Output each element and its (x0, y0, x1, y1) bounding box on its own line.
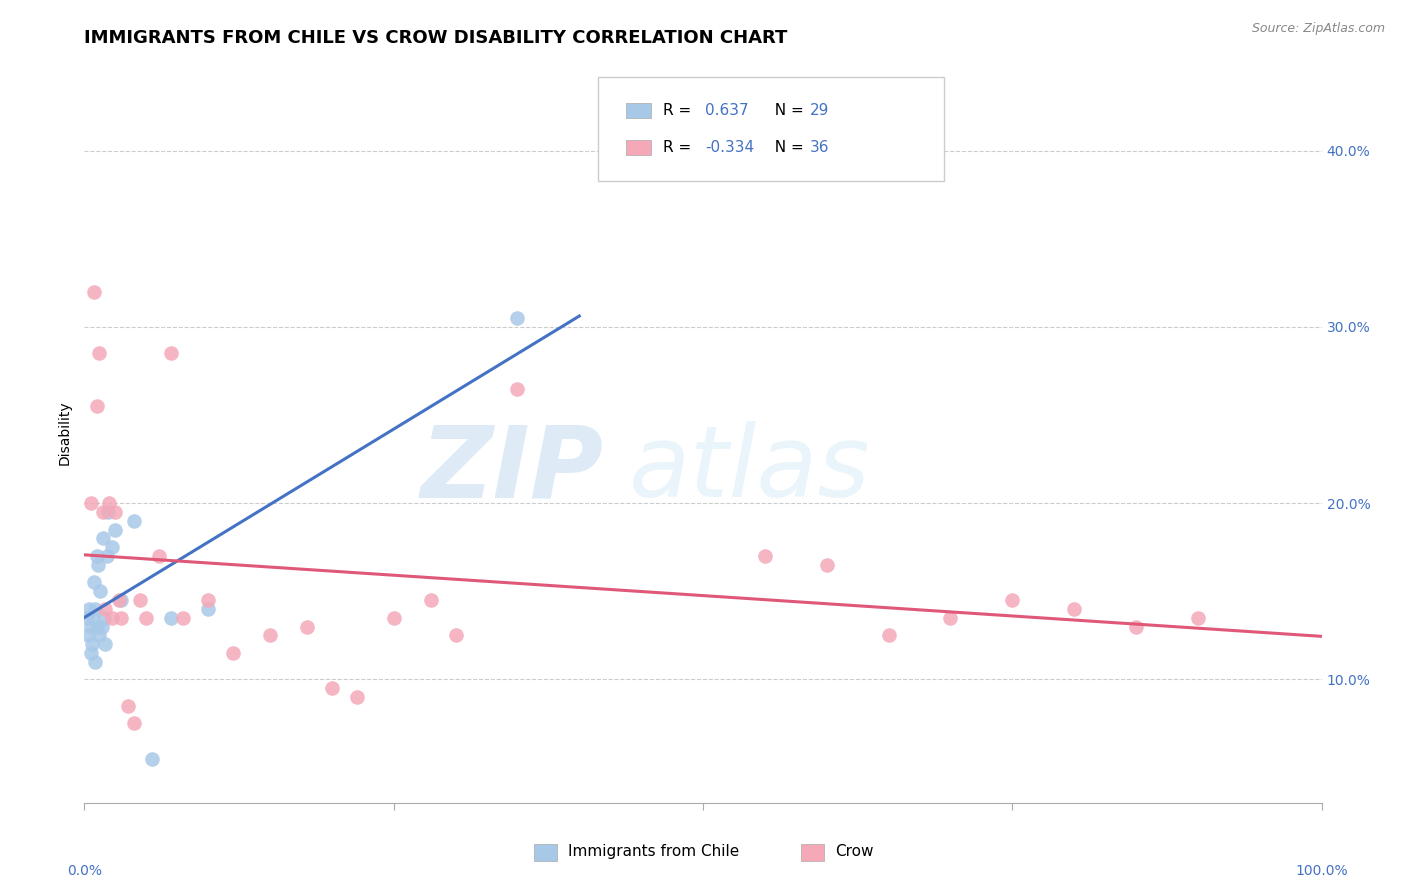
Point (506, 311, 529, 326)
Point (80, 637, 103, 651)
Point (97, 505, 120, 519)
FancyBboxPatch shape (626, 140, 651, 155)
Text: atlas: atlas (628, 421, 870, 518)
Point (160, 346, 183, 360)
Point (1187, 611, 1209, 625)
Point (94, 602, 117, 616)
Point (444, 628, 467, 642)
Point (104, 523, 127, 537)
Point (122, 514, 145, 528)
Point (877, 628, 900, 642)
Point (84, 602, 107, 616)
Point (295, 619, 318, 633)
Text: IMMIGRANTS FROM CHILE VS CROW DISABILITY CORRELATION CHART: IMMIGRANTS FROM CHILE VS CROW DISABILITY… (84, 29, 787, 47)
Point (104, 505, 127, 519)
Point (93, 611, 115, 625)
Point (110, 593, 132, 607)
Point (91, 532, 114, 546)
Point (91, 505, 114, 519)
Point (148, 549, 170, 563)
Text: 100.0%: 100.0% (1295, 864, 1348, 879)
Point (506, 382, 529, 396)
Y-axis label: Disability: Disability (58, 401, 72, 465)
Text: N =: N = (765, 103, 808, 118)
Point (79, 602, 101, 616)
Text: 0.0%: 0.0% (67, 864, 101, 879)
Point (141, 752, 163, 766)
Point (754, 549, 776, 563)
Point (197, 602, 219, 616)
Point (89, 584, 111, 599)
Point (222, 646, 245, 660)
Point (321, 681, 343, 696)
Point (79, 496, 101, 510)
Text: -0.334: -0.334 (706, 140, 755, 155)
Point (259, 628, 281, 642)
Point (382, 611, 405, 625)
Point (76, 611, 98, 625)
Point (86, 399, 108, 413)
Text: Crow: Crow (835, 845, 873, 859)
Text: 29: 29 (810, 103, 828, 118)
Point (197, 593, 219, 607)
Point (346, 690, 368, 704)
Point (79, 646, 101, 660)
Point (89, 346, 111, 360)
Point (87, 558, 110, 572)
Point (98, 496, 121, 510)
Point (80, 619, 103, 633)
Text: Immigrants from Chile: Immigrants from Chile (568, 845, 740, 859)
Point (110, 611, 132, 625)
Point (90, 619, 112, 633)
FancyBboxPatch shape (626, 103, 651, 118)
Text: ZIP: ZIP (420, 421, 605, 518)
Point (419, 593, 441, 607)
Point (100, 611, 122, 625)
FancyBboxPatch shape (598, 78, 945, 181)
Point (172, 611, 194, 625)
Point (1125, 619, 1147, 633)
Point (83, 285, 105, 299)
Point (117, 698, 139, 713)
Point (160, 611, 183, 625)
Text: R =: R = (664, 103, 696, 118)
Point (83, 575, 105, 590)
Point (86, 549, 108, 563)
Point (1001, 593, 1024, 607)
Point (82, 611, 104, 625)
Text: R =: R = (664, 140, 696, 155)
Point (96, 549, 118, 563)
Point (939, 611, 962, 625)
Point (135, 611, 157, 625)
Point (86, 619, 108, 633)
Text: Source: ZipAtlas.com: Source: ZipAtlas.com (1251, 22, 1385, 36)
Text: 0.637: 0.637 (706, 103, 749, 118)
Text: 36: 36 (810, 140, 830, 155)
Point (94, 637, 117, 651)
Text: N =: N = (765, 140, 808, 155)
Point (129, 593, 152, 607)
Point (815, 558, 838, 572)
Point (83, 655, 105, 669)
Point (77, 628, 100, 642)
Point (108, 593, 131, 607)
Point (1063, 602, 1085, 616)
Point (122, 716, 145, 731)
Point (89, 628, 111, 642)
Point (100, 540, 122, 554)
